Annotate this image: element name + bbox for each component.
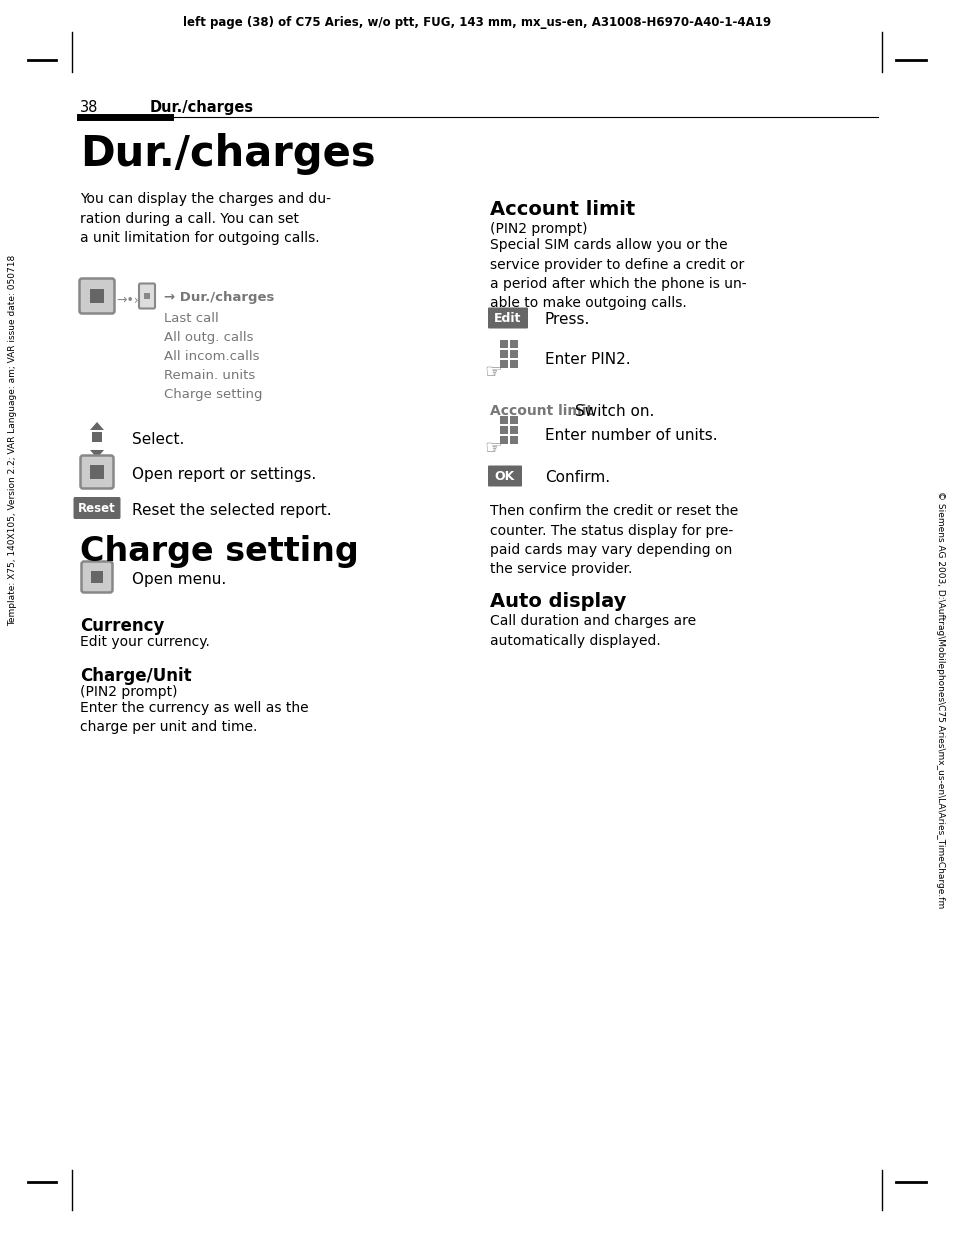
- FancyBboxPatch shape: [79, 279, 114, 314]
- Text: Select.: Select.: [132, 432, 184, 447]
- Bar: [499, 416, 507, 424]
- Text: Template: X75, 140X105, Version 2.2; VAR Language: am; VAR issue date: 050718: Template: X75, 140X105, Version 2.2; VAR…: [9, 254, 17, 625]
- Text: Enter PIN2.: Enter PIN2.: [544, 353, 630, 368]
- Text: OK: OK: [495, 470, 515, 482]
- Bar: [510, 436, 517, 444]
- Text: Charge setting: Charge setting: [80, 535, 358, 568]
- Text: Confirm.: Confirm.: [544, 470, 610, 485]
- Bar: [91, 571, 103, 583]
- Text: →•›: →•›: [116, 294, 139, 307]
- Text: ☞: ☞: [484, 439, 501, 457]
- Text: Account limit: Account limit: [490, 404, 593, 417]
- Bar: [510, 416, 517, 424]
- Text: Currency: Currency: [80, 617, 164, 635]
- Bar: [499, 340, 507, 348]
- Text: Dur./charges: Dur./charges: [80, 133, 375, 174]
- Text: Account limit: Account limit: [490, 201, 635, 219]
- Bar: [90, 289, 104, 303]
- Text: Edit your currency.: Edit your currency.: [80, 635, 210, 649]
- Text: Dur./charges: Dur./charges: [150, 100, 253, 115]
- Text: left page (38) of C75 Aries, w/o ptt, FUG, 143 mm, mx_us-en, A31008-H6970-A40-1-: left page (38) of C75 Aries, w/o ptt, FU…: [183, 16, 770, 29]
- Text: ☞: ☞: [484, 363, 501, 381]
- FancyBboxPatch shape: [139, 284, 154, 309]
- Bar: [91, 432, 102, 442]
- Text: Switch on.: Switch on.: [575, 404, 654, 419]
- Bar: [510, 426, 517, 434]
- Text: 38: 38: [80, 100, 98, 115]
- Text: Reset the selected report.: Reset the selected report.: [132, 503, 332, 518]
- Bar: [499, 436, 507, 444]
- Text: (PIN2 prompt): (PIN2 prompt): [80, 685, 177, 699]
- Text: Auto display: Auto display: [490, 592, 626, 611]
- FancyBboxPatch shape: [81, 562, 112, 593]
- Text: Last call: Last call: [164, 312, 218, 325]
- Text: Special SIM cards allow you or the
service provider to define a credit or
a peri: Special SIM cards allow you or the servi…: [490, 238, 746, 310]
- Bar: [510, 360, 517, 368]
- Text: Call duration and charges are
automatically displayed.: Call duration and charges are automatica…: [490, 614, 696, 648]
- Bar: [91, 465, 104, 478]
- Bar: [499, 350, 507, 358]
- Bar: [499, 360, 507, 368]
- Text: All incom.calls: All incom.calls: [164, 350, 259, 363]
- Bar: [510, 350, 517, 358]
- Text: © Siemens AG 2003, D:\Auftrag\Mobilephones\C75 Aries\mx_us-en\LA\Aries_TimeCharg: © Siemens AG 2003, D:\Auftrag\Mobilephon…: [936, 491, 944, 908]
- Bar: [510, 340, 517, 348]
- Text: Enter the currency as well as the
charge per unit and time.: Enter the currency as well as the charge…: [80, 701, 309, 734]
- FancyBboxPatch shape: [80, 456, 113, 488]
- Text: Enter number of units.: Enter number of units.: [544, 427, 717, 444]
- FancyBboxPatch shape: [73, 497, 120, 520]
- Text: Charge/Unit: Charge/Unit: [80, 667, 192, 685]
- Polygon shape: [90, 450, 104, 459]
- Text: Remain. units: Remain. units: [164, 369, 255, 383]
- Bar: [499, 426, 507, 434]
- Text: Charge setting: Charge setting: [164, 388, 262, 401]
- Bar: [144, 293, 150, 299]
- Text: Then confirm the credit or reset the
counter. The status display for pre-
paid c: Then confirm the credit or reset the cou…: [490, 503, 738, 577]
- Text: (PIN2 prompt): (PIN2 prompt): [490, 222, 587, 235]
- Text: You can display the charges and du-
ration during a call. You can set
a unit lim: You can display the charges and du- rati…: [80, 192, 331, 245]
- Text: Open menu.: Open menu.: [132, 572, 226, 587]
- FancyBboxPatch shape: [488, 466, 521, 486]
- Text: → Dur./charges: → Dur./charges: [164, 292, 274, 304]
- Text: All outg. calls: All outg. calls: [164, 331, 253, 344]
- FancyBboxPatch shape: [488, 308, 527, 329]
- Text: Edit: Edit: [494, 312, 521, 324]
- Text: Open report or settings.: Open report or settings.: [132, 467, 315, 482]
- Text: Reset: Reset: [78, 501, 115, 515]
- Text: Press.: Press.: [544, 312, 590, 326]
- Polygon shape: [90, 422, 104, 430]
